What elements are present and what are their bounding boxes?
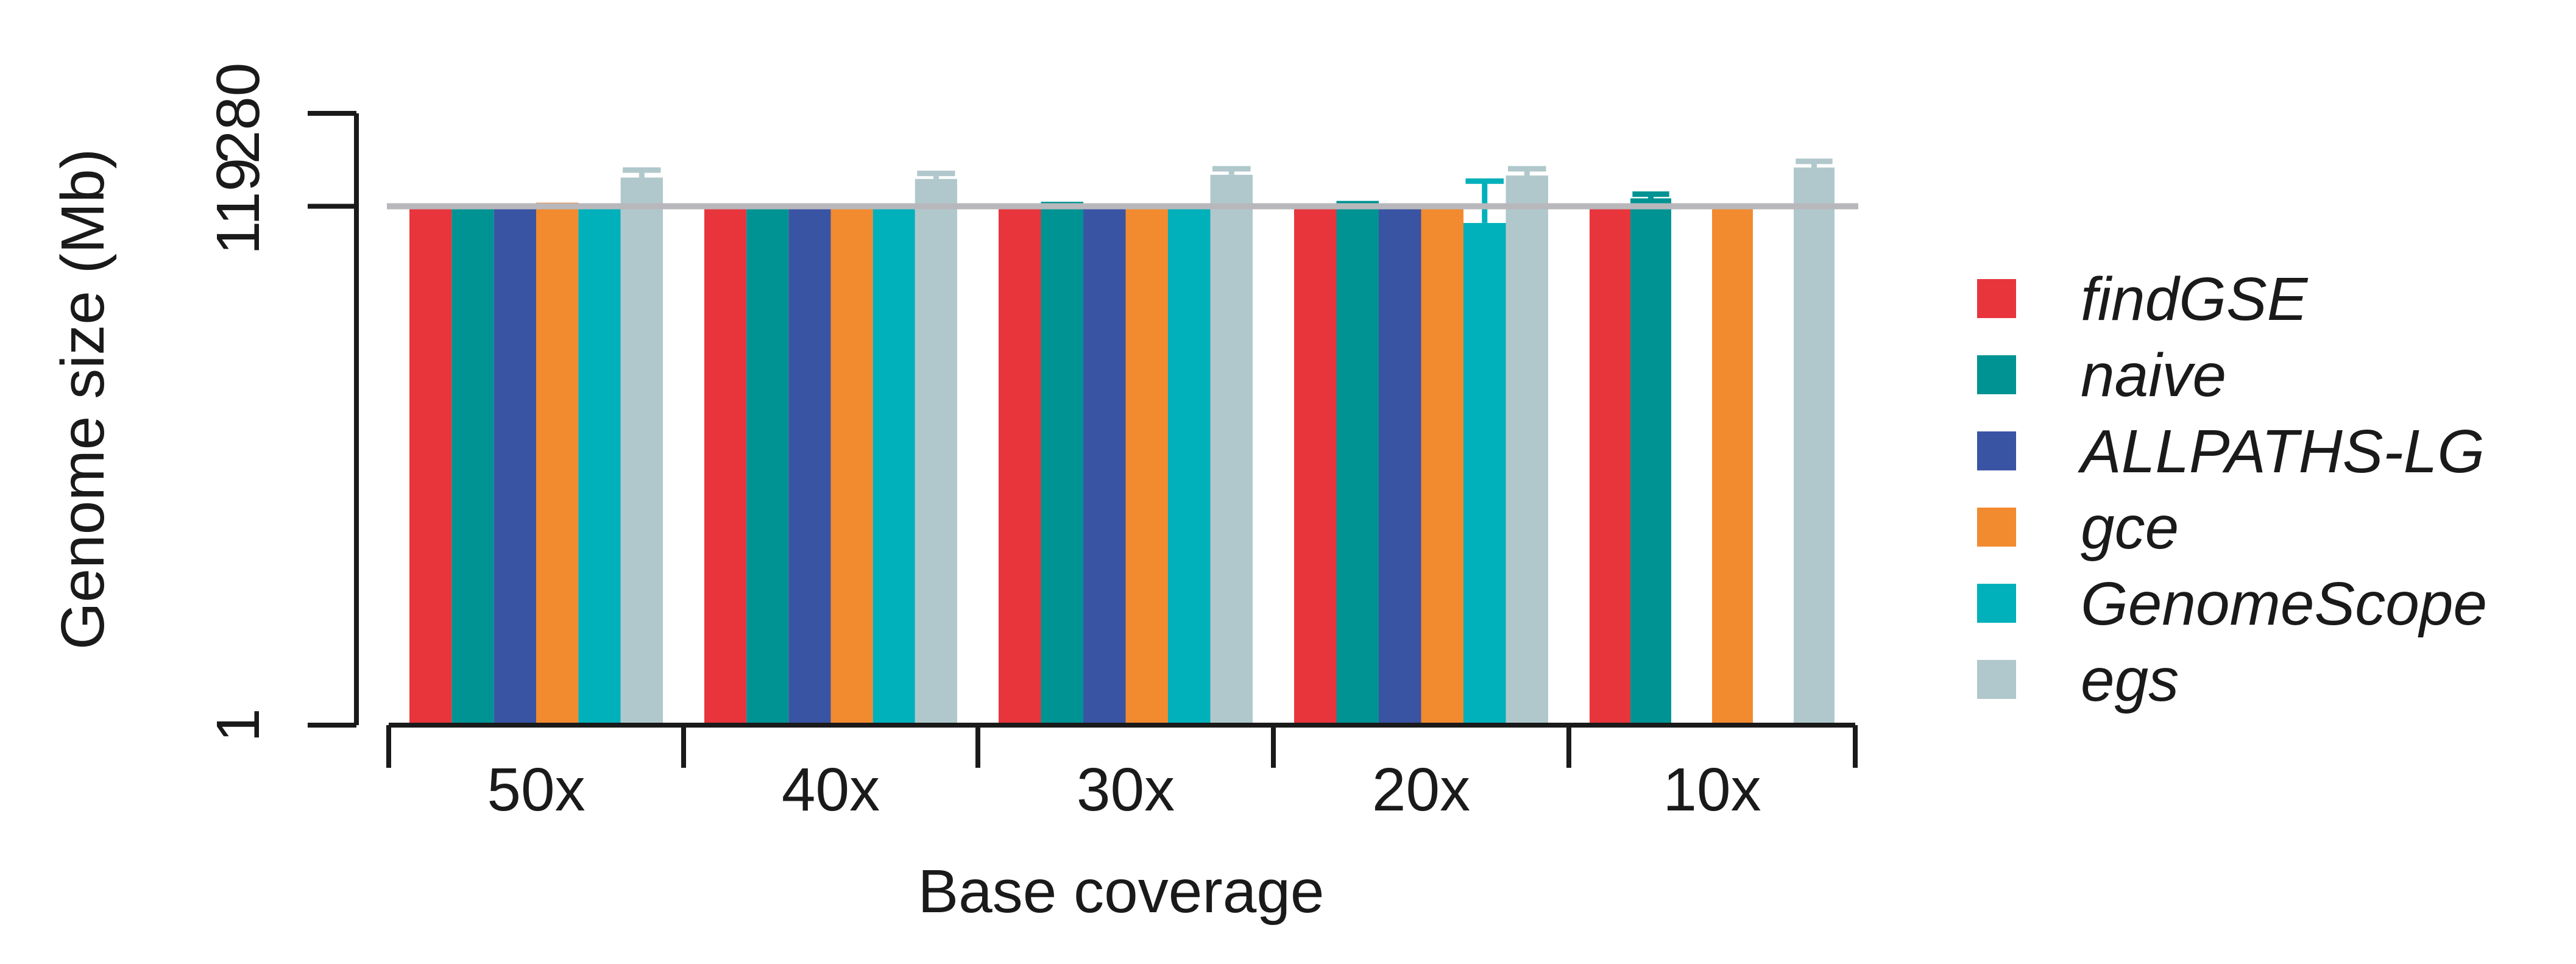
bar-naive-10x — [1630, 198, 1671, 726]
bar-allpaths-lg-20x — [1379, 206, 1421, 725]
bar-allpaths-lg-50x — [494, 206, 536, 725]
legend-label-egs: egs — [2081, 646, 2179, 714]
bar-genomescope-20x — [1463, 222, 1506, 725]
bars-layer — [409, 158, 1835, 727]
legend-swatch-gce — [1977, 508, 2016, 547]
bar-findgse-20x — [1294, 206, 1337, 725]
bar-findgse-10x — [1590, 204, 1630, 725]
y-tick-label-1: 1 — [204, 708, 272, 742]
y-axis-title: Genome size (Mb) — [49, 149, 117, 650]
bar-findgse-30x — [999, 206, 1041, 725]
x-axis-title: Base coverage — [918, 857, 1324, 926]
bar-gce-50x — [536, 202, 579, 725]
bar-naive-50x — [451, 204, 494, 725]
x-tick-label-30x: 30x — [1077, 756, 1175, 824]
x-tick-label-20x: 20x — [1372, 756, 1470, 824]
bar-naive-40x — [746, 205, 789, 725]
legend-label-naive: naive — [2081, 341, 2226, 409]
bar-genomescope-50x — [578, 206, 621, 725]
legend-label-gce: gce — [2081, 494, 2179, 562]
bar-findgse-50x — [409, 206, 452, 725]
bar-egs-20x — [1506, 175, 1548, 725]
legend-swatch-genomescope — [1977, 584, 2016, 623]
bar-gce-20x — [1421, 206, 1463, 725]
bar-allpaths-lg-40x — [788, 206, 831, 725]
legend-swatch-allpaths-lg — [1977, 431, 2016, 470]
x-tick-label-40x: 40x — [782, 756, 880, 824]
legend-swatch-naive — [1977, 355, 2016, 394]
bar-genomescope-40x — [872, 206, 915, 725]
bar-gce-40x — [830, 204, 873, 725]
bar-gce-30x — [1125, 206, 1168, 725]
bar-naive-20x — [1336, 200, 1379, 725]
legend-label-genomescope: GenomeScope — [2081, 570, 2487, 638]
x-tick-label-50x: 50x — [487, 756, 585, 824]
bar-gce-10x — [1712, 205, 1753, 725]
bar-allpaths-lg-30x — [1083, 205, 1126, 725]
bar-naive-30x — [1041, 202, 1083, 725]
legend-swatch-egs — [1977, 660, 2016, 699]
legend-swatch-findgse — [1977, 279, 2016, 318]
legend-label-allpaths-lg: ALLPATHS-LG — [2078, 417, 2485, 486]
legend: findGSE naive ALLPATHS-LG gce GenomeScope egs — [1977, 265, 2487, 714]
legend-label-findgse: findGSE — [2081, 265, 2309, 333]
bar-egs-40x — [915, 179, 957, 726]
bar-egs-50x — [620, 177, 663, 725]
y-tick-label-280: 280 — [204, 63, 272, 165]
x-tick-label-10x: 10x — [1663, 756, 1761, 824]
bar-egs-30x — [1210, 174, 1253, 726]
bar-findgse-40x — [704, 206, 747, 725]
bar-egs-10x — [1794, 167, 1835, 725]
bar-genomescope-30x — [1168, 206, 1211, 725]
y-tick-label-119: 119 — [204, 158, 272, 255]
